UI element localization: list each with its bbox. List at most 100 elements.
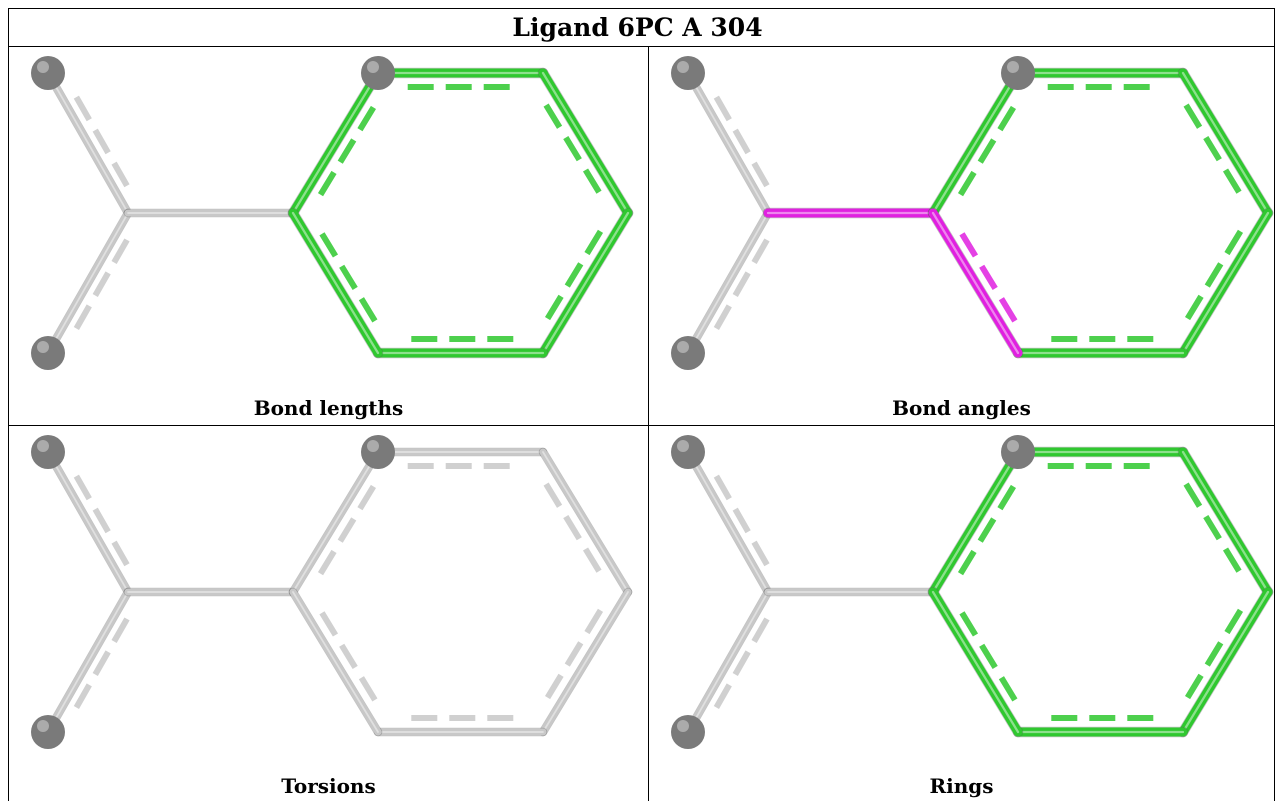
ring-dashed-bond-1 [957,482,1018,576]
dashed-bond-c1-o2 [713,237,771,330]
ring-dashed-bond-3 [1183,103,1244,197]
ring-bond-1 [928,447,1023,597]
ring-dashed-bond-3 [543,482,604,576]
atom-ring-top [361,435,395,469]
ring-bond-3-shine [542,451,629,593]
ring-bond-3 [539,448,632,596]
ring-bond-4-shine [1181,590,1270,734]
ring-bond-3 [1178,447,1273,597]
ring-bond-6 [289,588,382,736]
ring-bond-4 [538,208,633,358]
caption-bond-lengths: Bond lengths [253,396,404,420]
ring-bond-3-shine [1181,450,1270,594]
ring-bond-4-shine [541,211,630,355]
ring-bond-3 [538,68,633,218]
ring-dashed-bond-1 [957,103,1018,197]
ring-bond-1 [928,68,1023,218]
dashed-bond-c1-o1 [73,474,131,568]
ring-dashed-bond-6 [317,608,378,702]
ring-bond-3-shine [541,71,630,215]
atom-ring-top-highlight [367,61,379,73]
atom-bottom-left-highlight [37,341,49,353]
caption-torsions: Torsions [281,774,376,798]
atom-top-left [671,435,705,469]
atom-bottom-left [671,336,705,370]
atom-top-left-highlight [37,440,49,452]
ring-bond-1-shine [931,71,1020,215]
ring-dashed-bond-1 [317,103,378,197]
caption-rings: Rings [929,774,994,798]
atom-ring-top-highlight [367,440,379,452]
ring-bond-1 [289,448,382,596]
atom-bottom-left-highlight [677,341,689,353]
ring-bond-6 [928,208,1023,358]
atom-top-left [671,56,705,90]
atom-ring-top [1001,435,1035,469]
atom-top-left-highlight [677,440,689,452]
bond-c1-o2-shine [687,591,769,733]
atom-ring-top [1001,56,1035,90]
bond-c1-o1-shine [47,451,129,593]
caption-bond-angles: Bond angles [892,396,1031,420]
atom-bottom-left [31,715,65,749]
ring-dashed-bond-4 [543,229,604,323]
ring-bond-1-shine [292,451,379,593]
column-divider [648,46,649,801]
ring-bond-6-shine [291,211,380,355]
bond-c1-o2-shine [47,212,129,354]
bond-c1-o2-shine [47,591,129,733]
ring-bond-6 [928,587,1023,737]
ring-dashed-bond-1 [317,482,378,576]
ring-dashed-bond-6 [317,229,378,323]
atom-top-left [31,56,65,90]
ring-bond-6 [288,208,383,358]
ring-bond-6-shine [931,590,1020,734]
border-left [8,8,9,801]
bond-c1-o1-shine [687,72,769,214]
ring-dashed-bond-6 [957,608,1018,702]
ring-bond-4-shine [1181,211,1270,355]
ring-dashed-bond-3 [543,103,604,197]
panel-bond-lengths [31,56,634,370]
bond-c1-o2 [684,209,772,357]
atom-top-left-highlight [677,61,689,73]
ring-bond-1-shine [931,450,1020,594]
ring-dashed-bond-6 [957,229,1018,323]
border-top [8,8,1275,9]
panel-torsions [31,435,633,749]
bond-c1-o2 [44,588,132,736]
ring-dashed-bond-4 [1183,608,1244,702]
bond-c1-o1 [44,448,132,596]
panel-bond-angles [671,56,1274,370]
atom-bottom-left-highlight [677,720,689,732]
ring-bond-6-shine [292,591,379,733]
ring-dashed-bond-4 [543,608,604,702]
ring-bond-1 [288,68,383,218]
dashed-bond-c1-o1 [713,95,771,189]
ring-dashed-bond-3 [1183,482,1244,576]
bond-c1-o2 [44,209,132,357]
bond-c1-o2-shine [687,212,769,354]
atom-ring-top-highlight [1007,440,1019,452]
atom-bottom-left [31,336,65,370]
atom-ring-top-highlight [1007,61,1019,73]
atom-bottom-left [671,715,705,749]
dashed-bond-c1-o2 [73,237,131,330]
row-divider [8,425,1275,426]
dashed-bond-c1-o1 [713,474,771,568]
dashed-bond-c1-o1 [73,95,131,189]
figure-title: Ligand 6PC A 304 [512,13,763,42]
ring-bond-4 [539,588,632,736]
atom-ring-top [361,56,395,90]
bond-c1-o1-shine [687,451,769,593]
atom-bottom-left-highlight [37,720,49,732]
ring-dashed-bond-4 [1183,229,1244,323]
ring-bond-4-shine [542,591,629,733]
atom-top-left-highlight [37,61,49,73]
panel-rings [671,435,1274,749]
ring-bond-3-shine [1181,71,1270,215]
dashed-bond-c1-o2 [73,616,131,709]
dashed-bond-c1-o2 [713,616,771,709]
title-divider [8,46,1275,47]
bond-c1-o1-shine [47,72,129,214]
